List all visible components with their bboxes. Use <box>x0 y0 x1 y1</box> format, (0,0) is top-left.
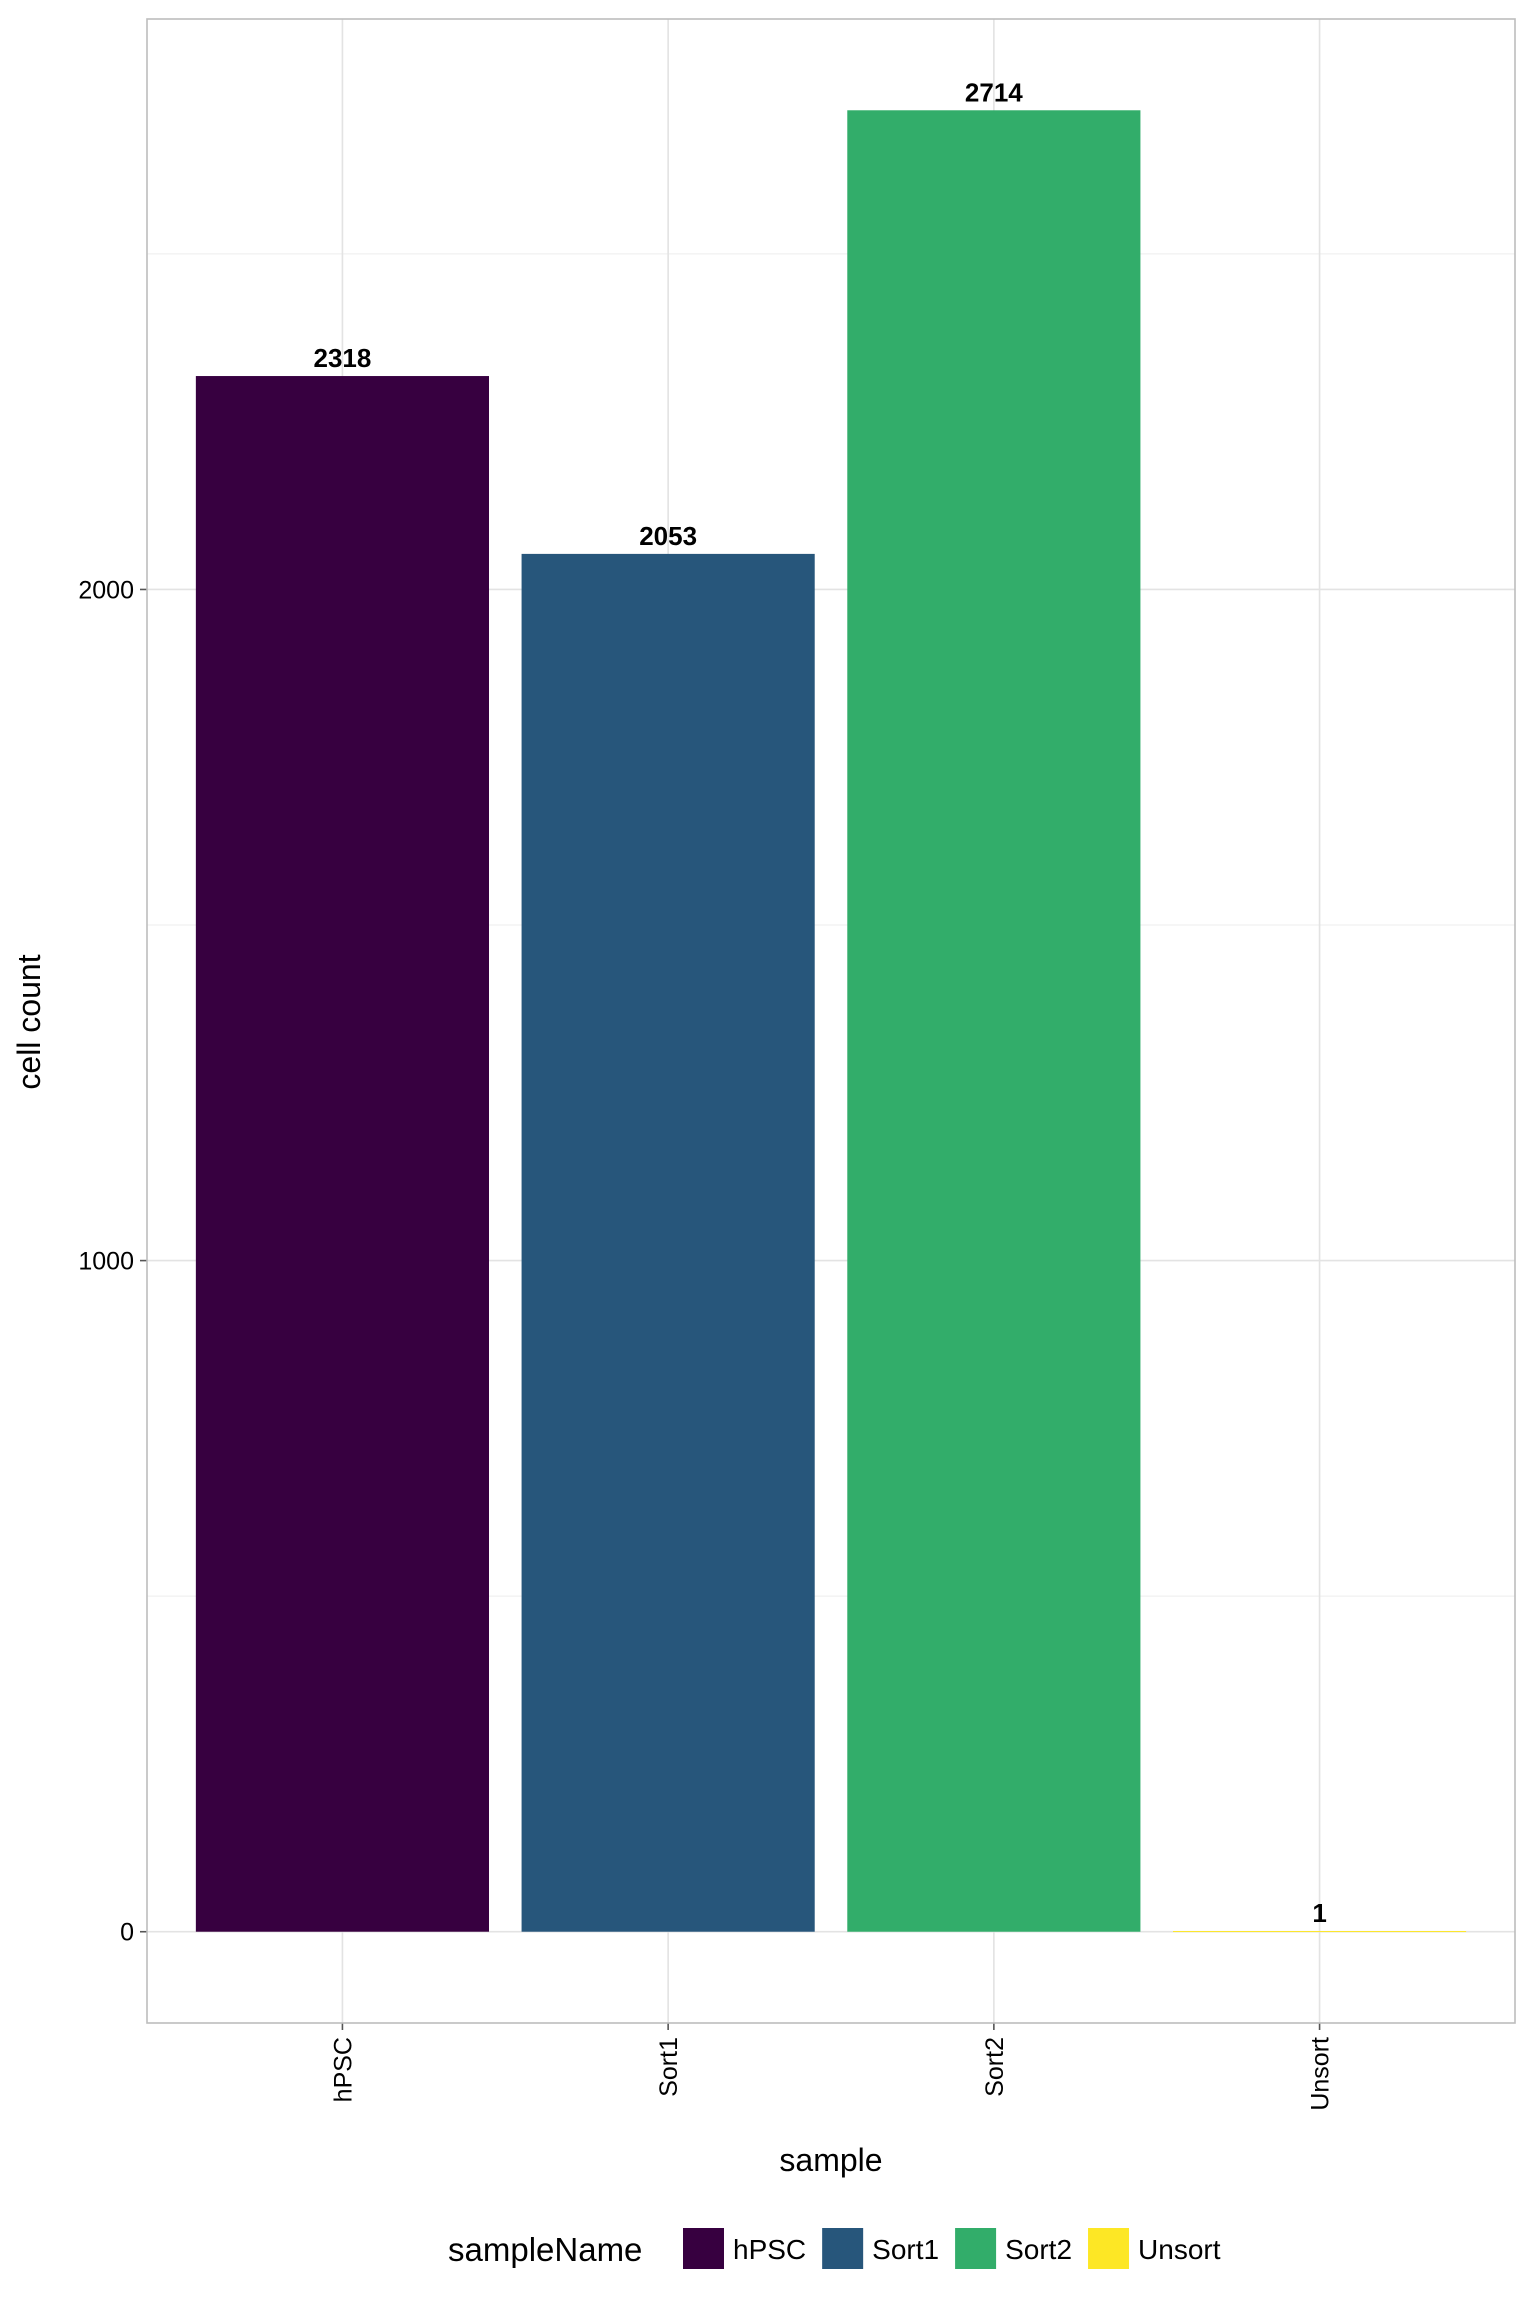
legend-title: sampleName <box>448 2231 642 2268</box>
legend-key <box>1088 2228 1130 2269</box>
bar <box>1173 1931 1467 1933</box>
y-tick-label: 0 <box>120 1919 134 1947</box>
x-tick-label: hPSC <box>329 2037 357 2102</box>
y-axis-title: cell count <box>11 954 47 1089</box>
y-tick-label: 2000 <box>78 576 134 604</box>
legend-key <box>683 2228 724 2269</box>
bar <box>195 376 489 1932</box>
legend-label: Sort2 <box>1005 2234 1072 2265</box>
value-label: 1 <box>1312 1898 1326 1928</box>
legend-key <box>822 2228 864 2269</box>
bar <box>521 553 815 1932</box>
x-tick-label: Sort2 <box>981 2037 1009 2097</box>
legend-label: Sort1 <box>872 2234 939 2265</box>
legend-label: Unsort <box>1138 2234 1221 2265</box>
x-tick-label: Sort1 <box>655 2037 683 2097</box>
bar <box>847 110 1141 1932</box>
panel-border <box>146 18 1516 2024</box>
y-tick-label: 1000 <box>78 1248 134 1276</box>
x-tick-label: Unsort <box>1307 2037 1335 2111</box>
legend-label: hPSC <box>733 2234 806 2265</box>
value-label: 2318 <box>314 343 372 373</box>
value-label: 2714 <box>965 77 1023 107</box>
value-label: 2053 <box>639 521 697 551</box>
x-axis-title: sample <box>779 2142 882 2178</box>
legend-key <box>955 2228 997 2269</box>
